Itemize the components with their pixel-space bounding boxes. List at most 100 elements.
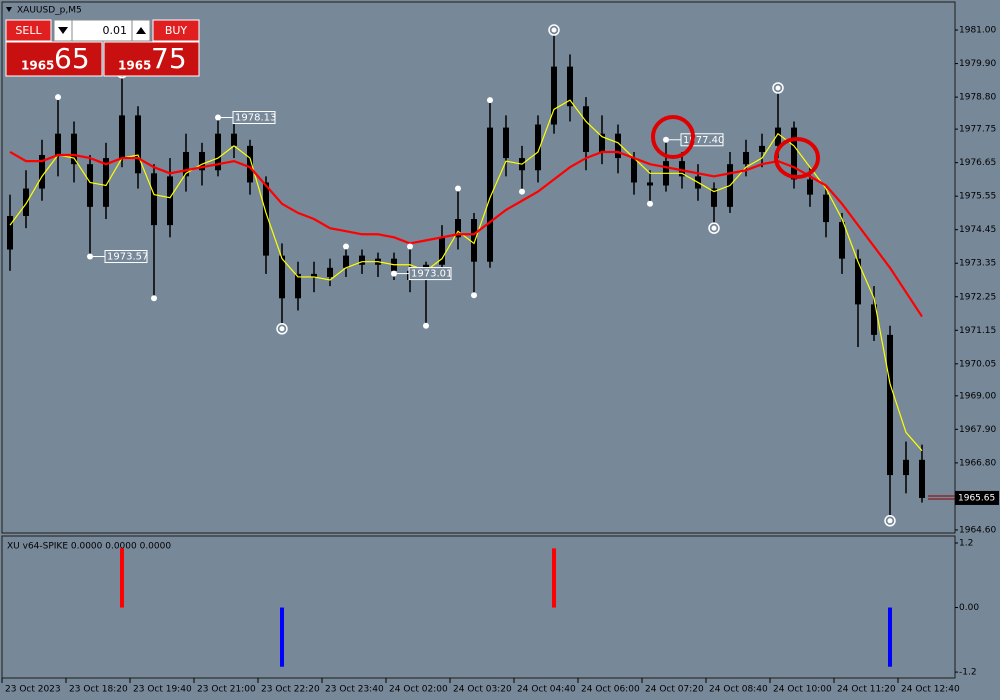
- x-tick-label: 23 Oct 19:40: [133, 685, 192, 695]
- title-icon: [6, 7, 12, 12]
- candle-body: [855, 258, 861, 305]
- y-tick-label: 1976.65: [959, 158, 996, 168]
- y-tick-label: 1972.25: [959, 292, 996, 302]
- x-tick-label: 24 Oct 06:00: [581, 685, 640, 695]
- candle-body: [39, 155, 45, 189]
- y-tick-label: 1969.00: [959, 391, 996, 401]
- candle-body: [135, 115, 141, 174]
- ask-box[interactable]: [103, 41, 200, 77]
- candle-body: [823, 194, 829, 223]
- buy-label: BUY: [165, 24, 188, 37]
- candle-body: [471, 219, 477, 262]
- y-tick-label: 1967.90: [959, 425, 996, 435]
- candle-body: [807, 179, 813, 195]
- ask-big: 1965: [118, 59, 151, 73]
- highlight-circle: [774, 137, 820, 179]
- candle-body: [615, 133, 621, 159]
- label-box: [104, 250, 148, 264]
- candle-body: [567, 66, 573, 107]
- bid-small: 65: [54, 42, 90, 75]
- indicator-tick-label: 0.00: [959, 603, 979, 613]
- candle-body: [311, 273, 317, 277]
- fractal-dot: [55, 94, 61, 101]
- lot-value: 0.01: [103, 24, 128, 37]
- candle-body: [327, 267, 333, 277]
- fractal-dot: [391, 270, 397, 277]
- candle-body: [583, 106, 589, 152]
- price-label: 1973.57: [107, 252, 148, 263]
- fractal-dot: [343, 243, 349, 250]
- candle-body: [743, 151, 749, 165]
- fractal-dot: [455, 185, 461, 192]
- plot-layer: 1981.00 1979.90 1978.80 1977.75 1976.65 1975.…: [1, 24, 999, 695]
- sell-button[interactable]: [5, 19, 52, 42]
- price-label: 1978.13: [235, 113, 276, 124]
- candle-body: [343, 255, 349, 268]
- y-tick-label: 1978.80: [959, 93, 996, 103]
- fractal-dot: [519, 188, 525, 195]
- x-tick-label: 23 Oct 22:20: [261, 685, 320, 695]
- x-tick-label: 24 Oct 02:00: [389, 685, 448, 695]
- candle-body: [23, 188, 29, 216]
- candle-body: [839, 222, 845, 259]
- candle-body: [7, 215, 13, 250]
- y-tick-label: 1979.90: [959, 59, 996, 69]
- candle-body: [903, 459, 909, 476]
- candle-body: [103, 158, 109, 207]
- candle-body: [759, 145, 765, 152]
- fractal-dot: [775, 85, 781, 91]
- x-tick-label: 24 Oct 12:40: [901, 685, 960, 695]
- label-box: [232, 111, 276, 125]
- candle-body: [599, 133, 605, 152]
- fractal-dot: [87, 253, 93, 260]
- candle-body: [871, 304, 877, 335]
- fractal-dot: [887, 518, 893, 524]
- y-tick-label: 1973.35: [959, 259, 996, 269]
- candle-body: [631, 158, 637, 183]
- label-box: [408, 267, 452, 281]
- y-tick-label: 1966.80: [959, 458, 996, 468]
- y-tick-label: 1981.00: [959, 26, 996, 36]
- indicator-tick-label: 1.2: [959, 538, 973, 548]
- candle-body: [919, 459, 925, 498]
- candle-body: [551, 66, 557, 125]
- candle-body: [647, 182, 653, 186]
- candle-body: [455, 219, 461, 238]
- fractal-dot: [647, 200, 653, 207]
- x-tick-label: 23 Oct 18:20: [69, 685, 128, 695]
- moving-average: [9, 99, 923, 452]
- fractal-dot: [407, 243, 413, 250]
- x-tick-label: 24 Oct 10:00: [773, 685, 832, 695]
- buy-button[interactable]: [152, 19, 200, 42]
- indicator-title: XU v64-SPIKE 0.0000 0.0000 0.0000: [7, 542, 171, 552]
- candle-body: [711, 188, 717, 207]
- ask-small: 75: [151, 42, 187, 75]
- candle-body: [215, 133, 221, 171]
- up-arrow: [136, 27, 146, 34]
- candle-body: [791, 127, 797, 180]
- moving-average: [9, 150, 923, 318]
- x-tick-label: 23 Oct 2023: [5, 685, 61, 695]
- y-tick-label: 1977.75: [959, 125, 996, 135]
- x-tick-label: 24 Oct 03:20: [453, 685, 512, 695]
- last-price-label: 1965.65: [958, 493, 995, 503]
- candle-body: [55, 133, 61, 156]
- x-tick-label: 23 Oct 21:00: [197, 685, 256, 695]
- x-tick-label: 24 Oct 04:40: [517, 685, 576, 695]
- bid-big: 1965: [21, 59, 54, 73]
- indicator-panel: [1, 535, 956, 679]
- indicator-tick-label: -1.2: [959, 668, 977, 678]
- price-label: 1973.01: [411, 269, 452, 280]
- bid-box[interactable]: [5, 41, 103, 77]
- candle-body: [71, 133, 77, 165]
- candle-body: [263, 182, 269, 256]
- highlight-circle: [651, 115, 695, 159]
- x-tick-label: 24 Oct 11:20: [837, 685, 896, 695]
- fractal-dot: [663, 136, 669, 143]
- trade-panel: SELL 0.01 BUY 1965 65 1965 75: [5, 19, 200, 77]
- x-tick-label: 23 Oct 23:40: [325, 685, 384, 695]
- candle-body: [167, 176, 173, 226]
- fractal-dot: [711, 225, 717, 231]
- candle-body: [87, 164, 93, 207]
